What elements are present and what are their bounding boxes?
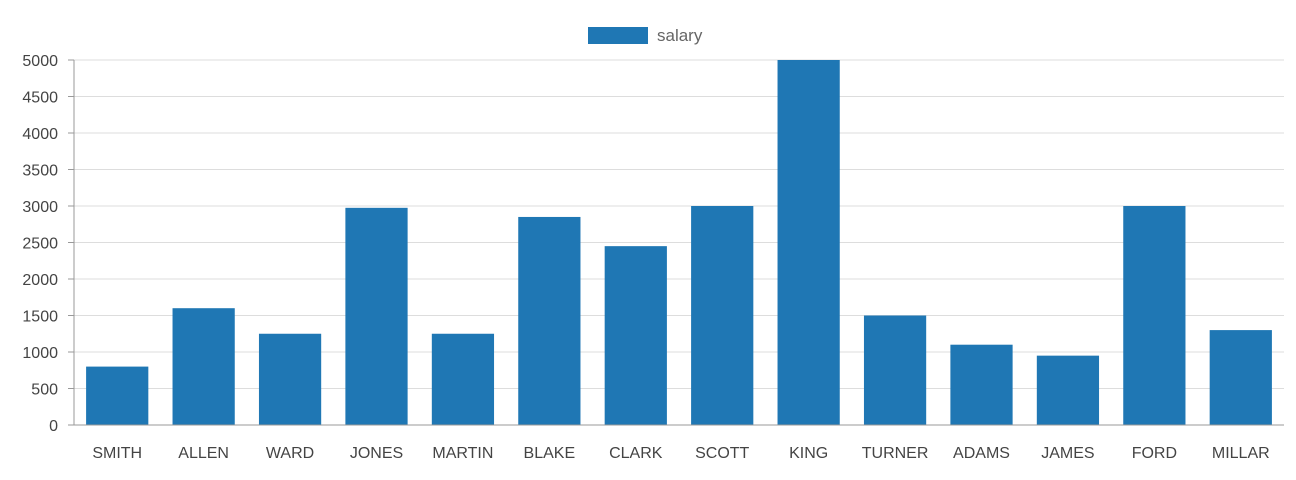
y-tick-label: 4000 — [22, 126, 58, 143]
x-tick-label: FORD — [1132, 445, 1177, 462]
y-tick-label: 5000 — [22, 53, 58, 70]
x-tick-label: SMITH — [92, 445, 142, 462]
bar-ward — [258, 333, 322, 425]
x-tick-label: JAMES — [1041, 445, 1094, 462]
bar-smith — [86, 366, 149, 425]
x-tick-label: WARD — [266, 445, 314, 462]
bar-turner — [863, 315, 927, 425]
x-tick-label: ADAMS — [953, 445, 1010, 462]
y-tick-label: 0 — [49, 418, 58, 435]
bar-adams — [950, 344, 1013, 425]
x-tick-label: BLAKE — [524, 445, 576, 462]
grid-lines — [74, 59, 1284, 389]
bar-james — [1036, 355, 1100, 425]
legend-label-salary: salary — [657, 26, 703, 45]
y-tick-label: 2500 — [22, 236, 58, 253]
axes: 0 500 1000 1500 2000 2500 3000 3500 4000 4500 5000… — [22, 53, 1284, 462]
bar-blake — [518, 216, 581, 425]
bar-allen — [172, 308, 235, 425]
y-tick-label: 3500 — [22, 163, 58, 180]
x-tick-label: SCOTT — [695, 445, 749, 462]
x-tick-label: KING — [789, 445, 828, 462]
bar-ford — [1123, 206, 1186, 425]
x-tick-label: CLARK — [609, 445, 663, 462]
bars — [86, 60, 1272, 425]
y-tick-label: 4500 — [22, 90, 58, 107]
y-tick-label: 1000 — [22, 345, 58, 362]
y-tick-label: 3000 — [22, 199, 58, 216]
bar-martin — [431, 333, 495, 425]
x-tick-label: MARTIN — [432, 445, 493, 462]
bar-king — [777, 60, 840, 425]
y-tick-label: 2000 — [22, 272, 58, 289]
legend-swatch-salary — [588, 27, 648, 44]
bar-clark — [604, 246, 667, 425]
x-tick-label: TURNER — [862, 445, 929, 462]
x-tick-label: JONES — [350, 445, 403, 462]
y-tick-label: 500 — [31, 382, 58, 399]
x-tick-label: MILLAR — [1212, 445, 1270, 462]
bar-jones — [345, 207, 408, 425]
y-tick-label: 1500 — [22, 309, 58, 326]
legend: salary — [588, 26, 703, 45]
bar-scott — [691, 206, 754, 425]
x-tick-label: ALLEN — [178, 445, 229, 462]
bar-millar — [1209, 330, 1272, 425]
